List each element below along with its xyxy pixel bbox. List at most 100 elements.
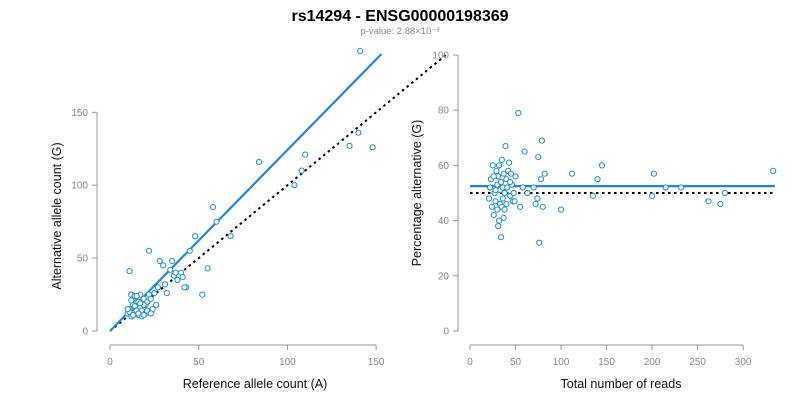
right-x-tick-label: 300	[735, 357, 752, 368]
right-data-point	[517, 203, 524, 210]
left-data-point	[128, 297, 135, 304]
left-data-point	[151, 290, 158, 297]
right-data-point	[568, 170, 576, 177]
right-data-point	[498, 156, 505, 163]
right-data-point	[495, 223, 502, 230]
left-data-point	[209, 204, 216, 211]
chart-title: rs14294 - ENSG00000198369	[291, 8, 508, 25]
right-data-point	[770, 167, 777, 174]
right-data-point	[538, 137, 546, 144]
left-y-axis-title: Alternative allele count (G)	[50, 142, 64, 289]
left-lines	[109, 53, 448, 332]
right-data-point	[721, 189, 729, 197]
right-data-point	[494, 206, 501, 213]
left-x-tick-label: 0	[107, 357, 113, 368]
left-data-point	[291, 182, 298, 189]
left-data-point	[163, 290, 170, 297]
left-data-point	[174, 276, 181, 284]
right-data-point	[594, 176, 601, 183]
right-data-point	[489, 162, 496, 169]
left-fit-line	[109, 53, 383, 332]
left-data-point	[161, 281, 169, 288]
left-data-point	[147, 310, 154, 317]
right-x-tick-label: 100	[553, 357, 570, 368]
right-data-point	[537, 176, 545, 183]
left-data-point	[204, 265, 211, 272]
left-data-point	[181, 284, 188, 291]
left-y-tick-label: 100	[71, 181, 88, 192]
right-data-point	[502, 143, 509, 150]
right-axes: 0 50 100 150 200 250 300 0 20 40 60 80 100	[432, 51, 752, 369]
right-data-point	[507, 178, 514, 186]
left-data-point	[137, 300, 144, 307]
right-data-point	[501, 206, 508, 213]
left-y-tick-label: 0	[82, 327, 88, 338]
right-data-point	[535, 154, 542, 161]
left-data-point	[133, 292, 140, 300]
right-x-tick-label: 50	[510, 357, 522, 368]
left-x-tick-label: 50	[193, 357, 205, 368]
right-data-point	[519, 184, 526, 191]
right-x-axis-title: Total number of reads	[561, 377, 682, 391]
left-data-point	[130, 311, 137, 319]
right-data-point	[492, 187, 499, 194]
right-data-point	[650, 170, 658, 177]
right-data-point	[503, 200, 510, 208]
left-data-point	[147, 295, 154, 302]
left-data-point	[160, 262, 167, 269]
right-data-point	[500, 214, 507, 221]
left-data-point	[153, 301, 160, 308]
left-data-point	[369, 144, 376, 151]
left-data-point	[179, 274, 186, 281]
right-data-point	[497, 178, 505, 186]
right-y-tick-label: 60	[438, 161, 450, 172]
right-panel-percentage: 0 50 100 150 200 250 300 0 20 40 60 80 100 Total num…	[410, 51, 777, 391]
left-data-point	[156, 257, 163, 265]
right-data-point	[705, 198, 712, 205]
left-y-tick-label: 50	[77, 254, 89, 265]
right-data-point	[524, 189, 531, 197]
left-data-point	[355, 129, 362, 136]
right-data-point	[598, 162, 606, 169]
right-data-point	[536, 239, 543, 246]
left-data-point	[346, 142, 353, 149]
right-x-tick-label: 200	[644, 357, 661, 368]
right-y-tick-label: 20	[438, 271, 450, 282]
left-data-point	[357, 48, 364, 55]
right-y-tick-label: 80	[438, 106, 450, 117]
left-x-axis-title: Reference allele count (A)	[183, 377, 328, 391]
left-points	[124, 48, 376, 320]
left-x-tick-label: 100	[279, 357, 296, 368]
left-data-point	[186, 247, 193, 254]
left-data-point	[167, 266, 174, 273]
chart-subtitle: p-value: 2.88×10⁻³	[360, 26, 439, 37]
left-data-point	[140, 311, 147, 319]
right-data-point	[490, 212, 497, 219]
left-data-point	[172, 269, 179, 276]
right-data-point	[589, 192, 597, 199]
right-data-point	[717, 200, 724, 208]
right-points	[486, 109, 777, 246]
left-data-point	[154, 284, 161, 291]
left-data-point	[145, 247, 153, 254]
left-panel-allele-counts: 0 50 100 150 0 50 100 150 Reference allele coun…	[50, 48, 448, 391]
right-data-point	[515, 109, 522, 117]
right-data-point	[493, 167, 500, 174]
right-data-point	[541, 170, 548, 177]
right-y-tick-label: 40	[438, 216, 450, 227]
right-x-tick-label: 150	[598, 357, 615, 368]
right-data-point	[490, 173, 497, 180]
left-data-point	[227, 233, 234, 240]
left-data-point	[255, 158, 263, 165]
right-data-point	[662, 184, 669, 191]
left-data-point	[302, 151, 309, 158]
right-data-point	[539, 203, 546, 210]
left-axes: 0 50 100 150 0 50 100 150	[71, 108, 385, 368]
right-x-tick-label: 250	[689, 357, 706, 368]
left-data-point	[135, 310, 142, 317]
right-x-tick-label: 0	[467, 357, 473, 368]
right-y-axis-title: Percentage alternative (G)	[410, 120, 424, 267]
left-data-point	[124, 306, 131, 313]
left-y-tick-label: 150	[71, 108, 88, 119]
